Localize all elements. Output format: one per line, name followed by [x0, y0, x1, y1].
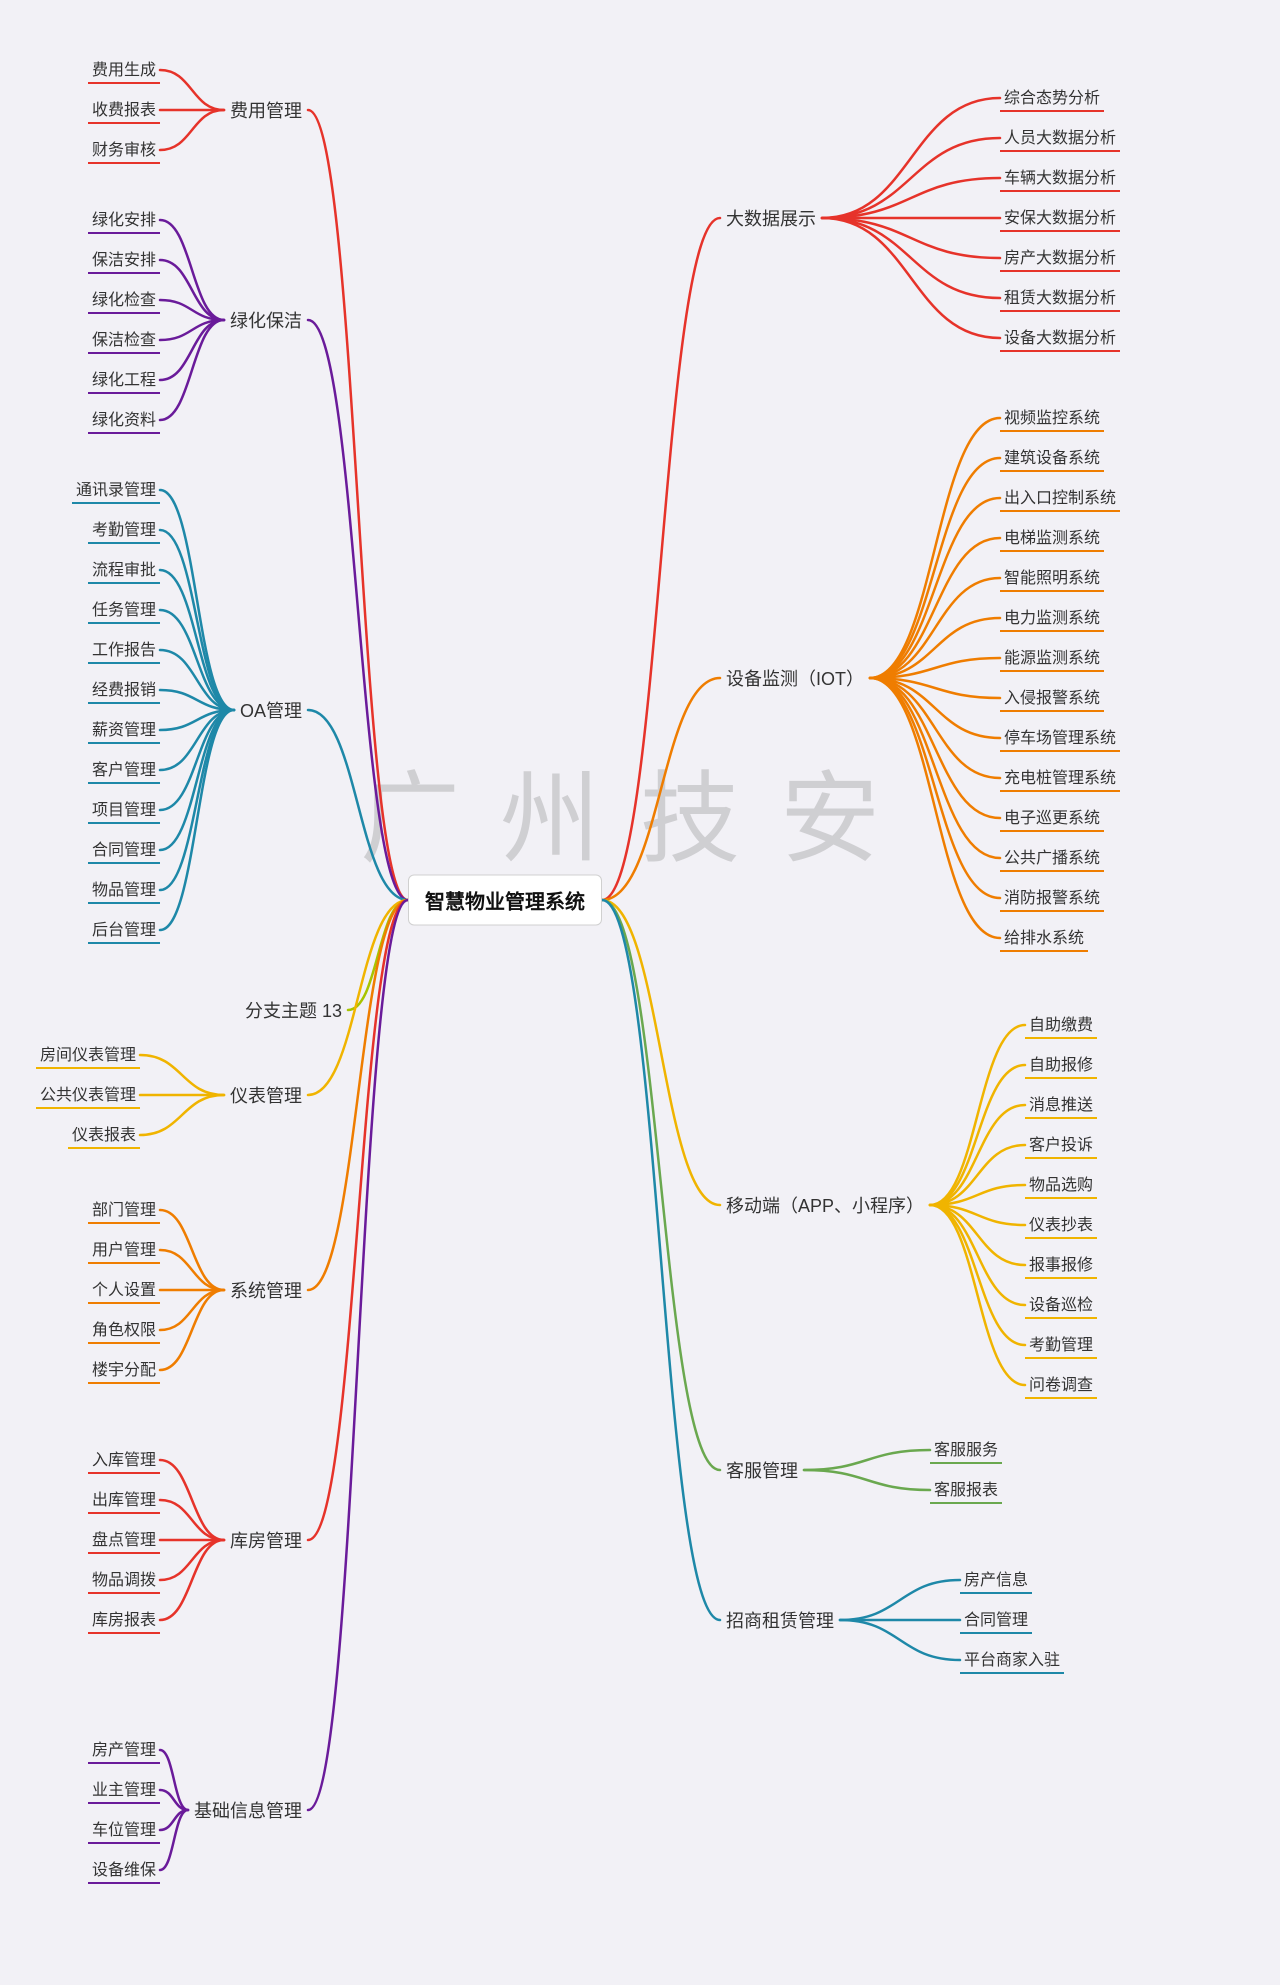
branch-label: 绿化保洁 [224, 307, 308, 333]
leaf-label: 收费报表 [88, 96, 160, 124]
leaf-label: 报事报修 [1025, 1251, 1097, 1279]
branch-label: 仪表管理 [224, 1082, 308, 1108]
leaf-label: 物品选购 [1025, 1171, 1097, 1199]
leaf-label: 人员大数据分析 [1000, 124, 1120, 152]
leaf-label: 视频监控系统 [1000, 404, 1104, 432]
branch-label: 移动端（APP、小程序） [720, 1192, 930, 1218]
leaf-label: 建筑设备系统 [1000, 444, 1104, 472]
leaf-label: 绿化工程 [88, 366, 160, 394]
leaf-label: 考勤管理 [88, 516, 160, 544]
leaf-label: 保洁安排 [88, 246, 160, 274]
leaf-label: 消防报警系统 [1000, 884, 1104, 912]
leaf-label: 仪表报表 [68, 1121, 140, 1149]
leaf-label: 保洁检查 [88, 326, 160, 354]
leaf-label: 综合态势分析 [1000, 84, 1104, 112]
leaf-label: 客服服务 [930, 1436, 1002, 1464]
leaf-label: 给排水系统 [1000, 924, 1088, 952]
leaf-label: 物品调拨 [88, 1566, 160, 1594]
leaf-label: 租赁大数据分析 [1000, 284, 1120, 312]
leaf-label: 车位管理 [88, 1816, 160, 1844]
leaf-label: 充电桩管理系统 [1000, 764, 1120, 792]
leaf-label: 电力监测系统 [1000, 604, 1104, 632]
branch-label: 基础信息管理 [188, 1797, 308, 1823]
branch-label: 费用管理 [224, 97, 308, 123]
branch-label: 分支主题 13 [239, 997, 348, 1023]
leaf-label: 薪资管理 [88, 716, 160, 744]
leaf-label: 车辆大数据分析 [1000, 164, 1120, 192]
leaf-label: 设备巡检 [1025, 1291, 1097, 1319]
leaf-label: 设备大数据分析 [1000, 324, 1120, 352]
leaf-label: 电子巡更系统 [1000, 804, 1104, 832]
leaf-label: 安保大数据分析 [1000, 204, 1120, 232]
leaf-label: 任务管理 [88, 596, 160, 624]
branch-label: 大数据展示 [720, 205, 822, 231]
branch-label: OA管理 [234, 697, 308, 723]
leaf-label: 个人设置 [88, 1276, 160, 1304]
leaf-label: 电梯监测系统 [1000, 524, 1104, 552]
leaf-label: 出入口控制系统 [1000, 484, 1120, 512]
leaf-label: 自助缴费 [1025, 1011, 1097, 1039]
leaf-label: 自助报修 [1025, 1051, 1097, 1079]
leaf-label: 合同管理 [960, 1606, 1032, 1634]
leaf-label: 用户管理 [88, 1236, 160, 1264]
leaf-label: 客户投诉 [1025, 1131, 1097, 1159]
leaf-label: 盘点管理 [88, 1526, 160, 1554]
leaf-label: 出库管理 [88, 1486, 160, 1514]
leaf-label: 部门管理 [88, 1196, 160, 1224]
leaf-label: 绿化安排 [88, 206, 160, 234]
leaf-label: 物品管理 [88, 876, 160, 904]
leaf-label: 财务审核 [88, 136, 160, 164]
leaf-label: 库房报表 [88, 1606, 160, 1634]
branch-label: 系统管理 [224, 1277, 308, 1303]
leaf-label: 房间仪表管理 [36, 1041, 140, 1069]
leaf-label: 费用生成 [88, 56, 160, 84]
leaf-label: 考勤管理 [1025, 1331, 1097, 1359]
leaf-label: 房产大数据分析 [1000, 244, 1120, 272]
leaf-label: 绿化检查 [88, 286, 160, 314]
leaf-label: 项目管理 [88, 796, 160, 824]
leaf-label: 仪表抄表 [1025, 1211, 1097, 1239]
leaf-label: 合同管理 [88, 836, 160, 864]
leaf-label: 房产信息 [960, 1566, 1032, 1594]
leaf-label: 房产管理 [88, 1736, 160, 1764]
leaf-label: 能源监测系统 [1000, 644, 1104, 672]
leaf-label: 停车场管理系统 [1000, 724, 1120, 752]
leaf-label: 问卷调查 [1025, 1371, 1097, 1399]
leaf-label: 公共仪表管理 [36, 1081, 140, 1109]
leaf-label: 公共广播系统 [1000, 844, 1104, 872]
leaf-label: 入侵报警系统 [1000, 684, 1104, 712]
leaf-label: 工作报告 [88, 636, 160, 664]
leaf-label: 入库管理 [88, 1446, 160, 1474]
leaf-label: 消息推送 [1025, 1091, 1097, 1119]
branch-label: 招商租赁管理 [720, 1607, 840, 1633]
watermark: 广州技安 [360, 738, 920, 883]
leaf-label: 客户管理 [88, 756, 160, 784]
leaf-label: 客服报表 [930, 1476, 1002, 1504]
leaf-label: 通讯录管理 [72, 476, 160, 504]
leaf-label: 智能照明系统 [1000, 564, 1104, 592]
leaf-label: 设备维保 [88, 1856, 160, 1884]
leaf-label: 经费报销 [88, 676, 160, 704]
branch-label: 客服管理 [720, 1457, 804, 1483]
leaf-label: 楼宇分配 [88, 1356, 160, 1384]
branch-label: 库房管理 [224, 1527, 308, 1553]
center-node: 智慧物业管理系统 [408, 875, 602, 926]
leaf-label: 后台管理 [88, 916, 160, 944]
leaf-label: 流程审批 [88, 556, 160, 584]
leaf-label: 平台商家入驻 [960, 1646, 1064, 1674]
leaf-label: 绿化资料 [88, 406, 160, 434]
mindmap-canvas: 广州技安 智慧物业管理系统 费用管理 费用生成收费报表财务审核绿化保洁 绿化安排保洁… [0, 0, 1280, 1985]
leaf-label: 角色权限 [88, 1316, 160, 1344]
leaf-label: 业主管理 [88, 1776, 160, 1804]
branch-label: 设备监测（IOT） [720, 665, 870, 691]
